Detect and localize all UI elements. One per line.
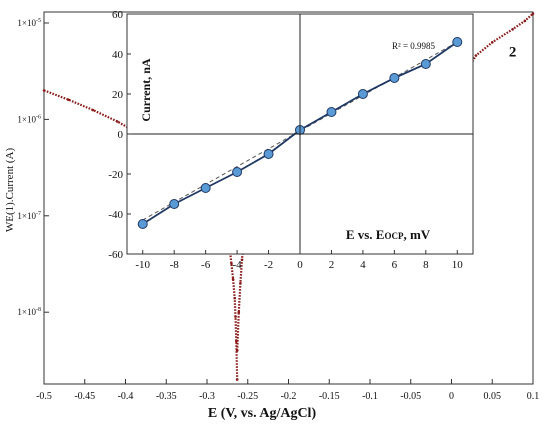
inset-y-tick-label: 0 — [118, 129, 124, 141]
inset-data-point — [389, 73, 400, 83]
main-x-tick-label: 0.1 — [527, 391, 540, 402]
main-data-point — [233, 296, 237, 300]
inset-x-tick-label: 0 — [297, 259, 303, 271]
inset-data-point — [420, 59, 431, 69]
inset-plot-area — [137, 37, 463, 229]
inset-data-point — [200, 183, 211, 193]
main-x-tick-label: -0.45 — [74, 391, 95, 402]
main-data-point — [531, 12, 535, 15]
inset-data-point — [232, 167, 243, 177]
main-y-tick-label: 1×10-7 — [17, 211, 41, 221]
main-y-axis-label: WE(1).Current (A) — [4, 148, 16, 233]
main-data-point — [230, 262, 233, 265]
inset-data-point — [137, 219, 148, 229]
main-data-point — [67, 98, 70, 102]
main-x-tick-label: 0 — [449, 391, 454, 402]
inset-x-axis-label: E vs. EOCP, mV — [346, 227, 431, 242]
inset-data-point — [169, 199, 180, 209]
main-y-tick-label: 1×10-6 — [17, 114, 41, 124]
main-x-tick-label: -0.25 — [237, 391, 258, 402]
inset-data-point — [357, 89, 368, 99]
main-data-point — [511, 27, 514, 31]
inset-x-label-unit: , mV — [403, 227, 430, 242]
inset-fit-line — [142, 41, 458, 221]
inset-x-tick-label: 6 — [392, 259, 398, 271]
main-data-point — [523, 19, 527, 23]
main-data-point — [237, 310, 241, 314]
fit-r-squared-label: R² = 0.9985 — [392, 41, 436, 51]
main-x-axis: -0.5 -0.45 -0.4 -0.35 -0.3 -0.25 -0.2 -0.15 -0.1… — [36, 379, 539, 402]
inset-y-tick-label: 60 — [112, 9, 124, 21]
main-data-point — [42, 89, 46, 92]
main-y-tick-label: 1×10-8 — [17, 307, 41, 317]
inset-x-label-subscript: OCP — [384, 231, 404, 241]
inset-x-tick-label: 10 — [452, 259, 464, 271]
main-y-tick-label: 1×10-5 — [17, 18, 41, 28]
main-x-tick-label: -0.2 — [281, 391, 297, 402]
main-x-tick-label: -0.1 — [362, 391, 378, 402]
inset-y-tick-label: -60 — [108, 249, 123, 261]
inset-x-tick-label: -4 — [233, 259, 243, 271]
curve-annotation-2: 2 — [509, 44, 517, 60]
inset-x-tick-label: 8 — [423, 259, 429, 271]
inset-x-tick-label: -2 — [264, 259, 273, 271]
main-data-point — [234, 315, 237, 318]
inset-y-axis-label: Current, nA — [139, 58, 153, 121]
main-x-tick-label: -0.3 — [199, 391, 215, 402]
main-x-axis-label: E (V, vs. Ag/AgCl) — [208, 406, 317, 421]
inset-x-tick-label: -10 — [135, 259, 150, 271]
inset-x-tick-label: 4 — [360, 259, 366, 271]
main-x-tick-label: -0.4 — [118, 391, 134, 402]
main-y-axis: 1×10-8 1×10-7 1×10-6 1×10-5 — [17, 18, 49, 317]
main-data-point — [235, 349, 239, 352]
main-x-tick-label: 0.05 — [484, 391, 502, 402]
inset-y-tick-label: 20 — [112, 89, 124, 101]
main-x-tick-label: -0.15 — [319, 391, 340, 402]
main-data-point — [91, 108, 95, 112]
main-data-point — [239, 281, 242, 285]
main-x-tick-label: -0.05 — [400, 391, 421, 402]
inset-y-tick-label: 40 — [112, 49, 124, 61]
main-x-tick-label: -0.35 — [156, 391, 177, 402]
inset-data-point — [263, 149, 274, 159]
main-data-point — [490, 41, 494, 44]
inset-x-tick-label: 2 — [329, 259, 335, 271]
inset-x-tick-label: -8 — [170, 259, 180, 271]
inset-y-tick-label: -40 — [108, 209, 123, 221]
inset-x-tick-label: -6 — [201, 259, 211, 271]
main-data-point — [231, 277, 235, 281]
inset-data-point — [326, 107, 337, 117]
main-data-point — [235, 378, 239, 381]
main-data-point — [116, 120, 119, 123]
main-x-tick-label: -0.5 — [36, 391, 52, 402]
main-data-point — [474, 54, 478, 57]
main-series-2-curve — [236, 12, 534, 351]
inset-y-tick-label: -20 — [108, 169, 123, 181]
inset-x-label-main: E vs. E — [346, 227, 385, 242]
main-data-point — [240, 258, 244, 262]
inset-data-point — [452, 37, 463, 47]
